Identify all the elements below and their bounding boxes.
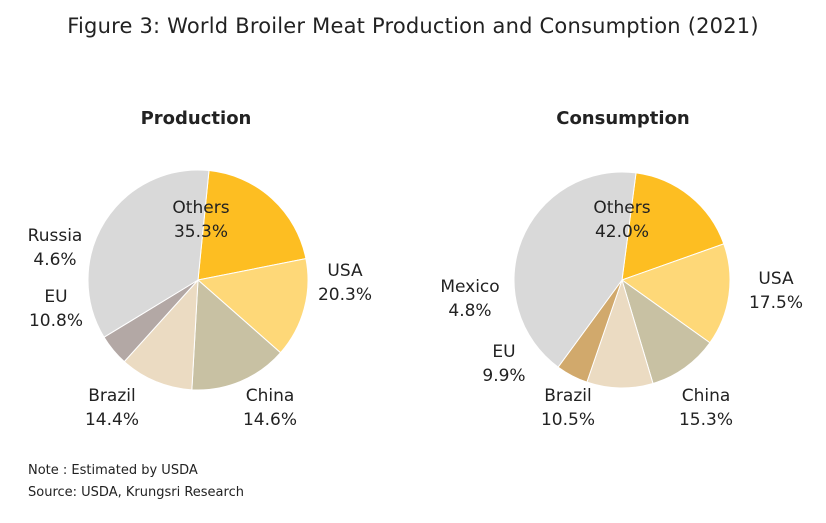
production-slice-usa [197,170,307,281]
consumption-slice-usa [621,172,725,281]
consumption-value-others: 42.0% [595,222,649,242]
production-label-china: China [246,386,295,406]
consumption-slice-brazil [621,278,711,385]
production-value-russia: 4.6% [33,250,76,270]
figure-title: Figure 3: World Broiler Meat Production … [67,14,759,38]
production-value-usa: 20.3% [318,285,372,305]
production-slice-eu [123,278,199,391]
production-label-others: Others [172,198,229,218]
consumption-label-usa: USA [758,269,794,289]
consumption-slice-others [513,171,637,368]
production-value-others: 35.3% [174,222,228,242]
production-pie: USA 20.3% China 14.6% Brazil 14.4% EU 10.8% Russ… [28,169,372,430]
production-value-brazil: 14.4% [85,410,139,430]
production-slice-brazil [191,278,282,391]
production-pie-title: Production [140,108,252,129]
consumption-slice-china [620,243,731,344]
note-text: Note : Estimated by USDA [28,463,198,478]
consumption-pie: USA 17.5% China 15.3% Brazil 10.5% EU 9.9% Mexic… [440,171,803,430]
production-label-russia: Russia [28,226,83,246]
consumption-pie-title: Consumption [556,108,690,129]
production-value-china: 14.6% [243,410,297,430]
consumption-value-eu: 9.9% [482,366,525,386]
consumption-value-usa: 17.5% [749,293,803,313]
production-label-eu: EU [44,287,67,307]
production-label-brazil: Brazil [88,386,135,406]
production-label-usa: USA [327,261,363,281]
consumption-value-china: 15.3% [679,410,733,430]
consumption-label-eu: EU [492,342,515,362]
consumption-value-mexico: 4.8% [448,301,491,321]
production-slice-others [87,169,210,338]
consumption-label-mexico: Mexico [440,277,499,297]
consumption-value-brazil: 10.5% [541,410,595,430]
consumption-label-brazil: Brazil [544,386,591,406]
consumption-label-others: Others [593,198,650,218]
consumption-label-china: China [682,386,731,406]
source-text: Source: USDA, Krungsri Research [28,485,244,500]
production-value-eu: 10.8% [29,311,83,331]
production-slice-china [196,258,309,354]
